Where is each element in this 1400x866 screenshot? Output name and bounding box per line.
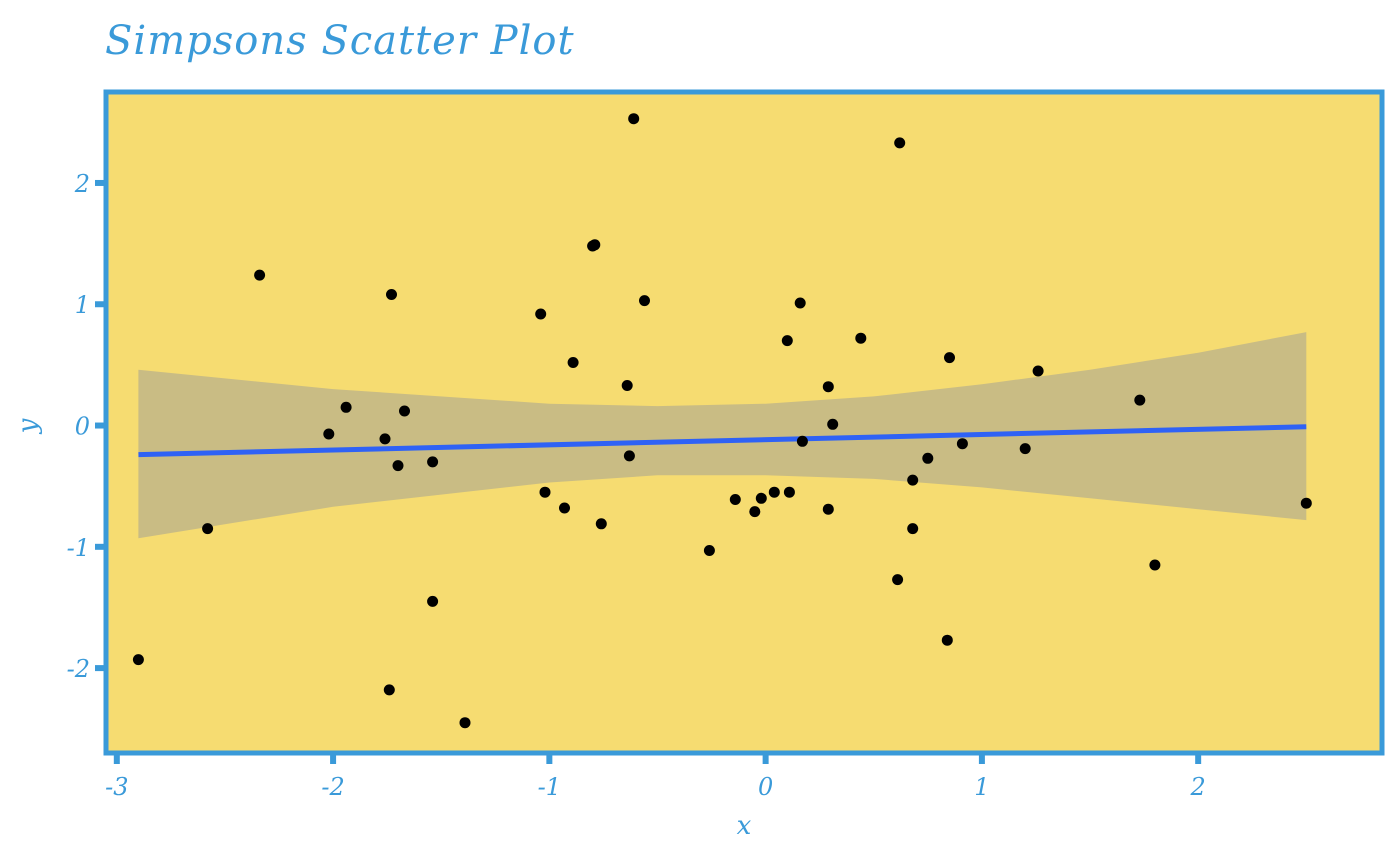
data-point	[323, 428, 335, 440]
trend-line-layer	[138, 424, 1307, 458]
y-axis-label: y	[13, 418, 43, 434]
data-point	[822, 503, 834, 515]
data-point	[340, 401, 352, 413]
points-layer	[132, 113, 1312, 729]
data-point	[202, 523, 214, 535]
data-point	[827, 418, 839, 430]
x-axis: -3 -2 -1 0 1 2	[105, 753, 1206, 801]
data-point	[944, 352, 955, 364]
x-tick-label: -1	[538, 773, 561, 801]
data-point	[623, 450, 635, 462]
x-tick-label: -3	[105, 773, 128, 801]
data-point	[1019, 443, 1031, 455]
data-point	[768, 486, 780, 498]
data-point	[379, 433, 391, 445]
data-point	[941, 634, 953, 646]
data-point	[539, 486, 551, 498]
data-point	[427, 595, 439, 607]
data-point	[595, 518, 607, 530]
chart-title: Simpsons Scatter Plot	[105, 18, 575, 64]
y-axis: -2 -1 0 1 2	[67, 170, 106, 683]
data-point	[567, 357, 579, 368]
data-point	[559, 502, 570, 514]
data-point	[589, 239, 601, 251]
x-axis-label: x	[737, 811, 752, 841]
data-point	[399, 405, 410, 417]
data-point	[796, 435, 808, 447]
data-point	[132, 654, 144, 666]
y-tick-label: 2	[74, 170, 90, 198]
x-tick-label: 0	[758, 773, 773, 801]
data-point	[892, 574, 904, 586]
data-point	[794, 297, 806, 309]
data-point	[628, 113, 640, 125]
y-tick-label: -2	[67, 655, 90, 683]
data-point	[535, 308, 547, 320]
data-point	[855, 332, 867, 344]
data-point	[1032, 365, 1044, 377]
data-point	[907, 523, 919, 535]
data-point	[427, 456, 439, 468]
data-point	[894, 137, 906, 149]
y-tick-label: 1	[75, 291, 90, 319]
data-point	[755, 492, 767, 504]
trend-line	[138, 424, 1307, 458]
data-point	[254, 269, 266, 281]
data-point	[781, 335, 793, 347]
confidence-band	[138, 332, 1307, 539]
data-point	[386, 289, 397, 300]
data-point	[459, 717, 471, 729]
data-point	[956, 438, 968, 450]
data-point	[749, 506, 761, 518]
data-point	[639, 295, 650, 307]
confidence-band-layer	[138, 332, 1307, 539]
y-tick-label: -1	[67, 534, 90, 562]
plot-panel-border	[103, 89, 1385, 756]
x-tick-label: 1	[974, 773, 989, 801]
x-tick-label: -2	[321, 773, 344, 801]
data-point	[783, 486, 795, 498]
data-point	[1134, 394, 1146, 406]
data-point	[1149, 559, 1161, 571]
data-point	[621, 380, 633, 391]
data-point	[907, 474, 919, 486]
y-tick-label: 0	[75, 413, 90, 441]
data-point	[1300, 497, 1312, 509]
data-point	[383, 684, 395, 696]
data-point	[392, 460, 404, 472]
data-point	[822, 381, 834, 393]
data-point	[729, 494, 741, 505]
data-point	[703, 545, 715, 556]
data-point	[922, 452, 934, 464]
x-tick-label: 2	[1190, 773, 1206, 801]
